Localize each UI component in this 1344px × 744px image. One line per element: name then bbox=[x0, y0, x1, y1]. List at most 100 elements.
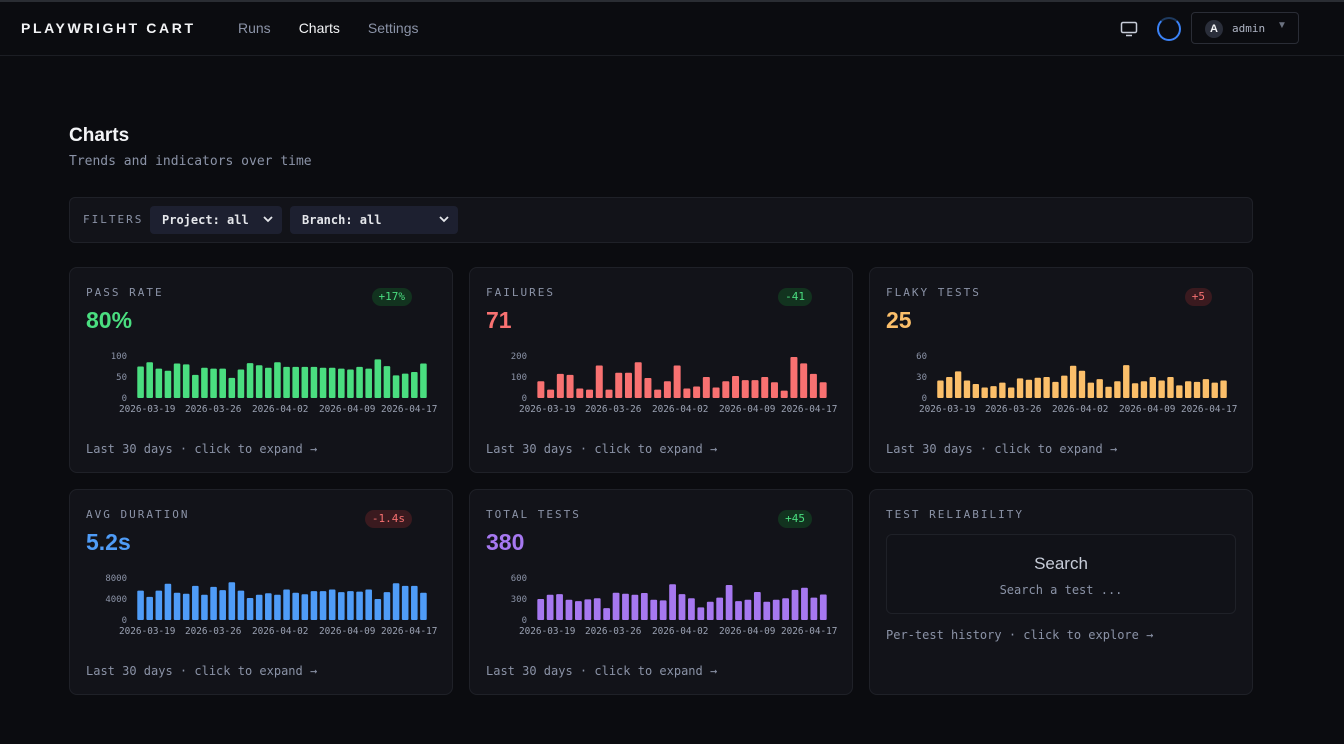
chart-bar bbox=[663, 381, 671, 398]
chart-bar bbox=[1220, 380, 1227, 398]
y-tick-label: 0 bbox=[122, 616, 127, 626]
branch-select-value: Branch: all bbox=[302, 213, 382, 227]
card-value: 5.2s bbox=[86, 529, 131, 555]
card-footer-link[interactable]: Last 30 days · click to expand → bbox=[886, 442, 1118, 456]
chart-bar bbox=[659, 600, 667, 620]
chart-bar bbox=[595, 365, 603, 398]
test-search-box[interactable]: Search Search a test ... bbox=[886, 534, 1236, 614]
chart-bar bbox=[732, 375, 740, 398]
chart-bar bbox=[981, 387, 988, 398]
chart-bar bbox=[697, 607, 705, 620]
brand-logo[interactable]: PLAYWRIGHT CART bbox=[21, 20, 196, 36]
chart-bar bbox=[137, 366, 144, 398]
chart-bar bbox=[155, 368, 163, 398]
card-value: 71 bbox=[486, 307, 512, 333]
chart-bar bbox=[283, 366, 290, 398]
card-footer-link[interactable]: Last 30 days · click to expand → bbox=[86, 664, 318, 678]
nav-charts[interactable]: Charts bbox=[298, 20, 340, 36]
chart-bar bbox=[228, 377, 236, 398]
card-footer-link[interactable]: Last 30 days · click to expand → bbox=[86, 442, 318, 456]
chart-bar bbox=[155, 590, 163, 620]
chart-bar bbox=[801, 587, 808, 620]
chart-bar bbox=[791, 589, 799, 620]
chart-bar bbox=[1211, 382, 1218, 398]
pass-rate-card[interactable]: PASS RATE 80% +17% Last 30 days · click to … bbox=[69, 267, 453, 473]
chart-bar bbox=[1025, 379, 1033, 398]
chart-bar bbox=[1149, 377, 1156, 398]
x-tick-label: 2026-04-17 bbox=[781, 626, 837, 637]
chart-bar bbox=[255, 594, 263, 620]
y-tick-label: 0 bbox=[522, 616, 527, 626]
x-tick-label: 2026-04-09 bbox=[1119, 404, 1176, 415]
chart-bar bbox=[246, 363, 254, 398]
x-tick-label: 2026-04-17 bbox=[781, 404, 837, 415]
chart-bar bbox=[706, 601, 714, 620]
x-tick-label: 2026-04-02 bbox=[252, 626, 308, 637]
chart-bar bbox=[365, 589, 372, 620]
x-tick-label: 2026-04-02 bbox=[252, 404, 308, 415]
chart-bar bbox=[374, 599, 382, 620]
page-title: Charts bbox=[69, 125, 130, 146]
chart-bar bbox=[537, 599, 545, 620]
trend-badge: +17% bbox=[371, 288, 412, 306]
x-tick-label: 2026-04-17 bbox=[381, 626, 437, 637]
chart-bar bbox=[1176, 385, 1183, 398]
chart-bar bbox=[201, 367, 208, 398]
chart-bar bbox=[605, 389, 613, 398]
chart-bar bbox=[761, 377, 769, 398]
chart-bar bbox=[146, 362, 153, 398]
chart-bar bbox=[411, 371, 418, 398]
x-tick-label: 2026-03-19 bbox=[119, 404, 176, 415]
window-top-edge bbox=[0, 0, 1344, 2]
chart-bar bbox=[1052, 381, 1059, 398]
chart-bar bbox=[972, 384, 979, 398]
chart-bar bbox=[744, 599, 752, 620]
chart-bar bbox=[310, 591, 318, 621]
chart-bar bbox=[374, 359, 382, 398]
chart-bar bbox=[182, 364, 190, 398]
branch-select[interactable]: Branch: all bbox=[290, 206, 458, 234]
chevron-down-icon: ▼ bbox=[1277, 20, 1287, 31]
chart-bar bbox=[338, 592, 345, 620]
flaky-tests-card[interactable]: FLAKY TESTS 25 +5 Last 30 days · click to e… bbox=[869, 267, 1253, 473]
chart-bar bbox=[1140, 381, 1148, 398]
chart-bar bbox=[265, 593, 272, 620]
y-tick-label: 0 bbox=[122, 394, 127, 404]
card-footer-link[interactable]: Per-test history · click to explore → bbox=[886, 628, 1154, 642]
card-value: 380 bbox=[486, 529, 525, 555]
chart-bar bbox=[328, 367, 336, 398]
total-tests-card[interactable]: TOTAL TESTS 380 +45 Last 30 days · click to… bbox=[469, 489, 853, 695]
x-tick-label: 2026-04-02 bbox=[1052, 404, 1108, 415]
test-reliability-card[interactable]: TEST RELIABILITY Search Search a test ..… bbox=[869, 489, 1253, 695]
chart-bar bbox=[411, 585, 418, 621]
card-footer-link[interactable]: Last 30 days · click to expand → bbox=[486, 442, 718, 456]
y-tick-label: 600 bbox=[511, 574, 527, 584]
card-title: FLAKY TESTS bbox=[886, 286, 981, 299]
chart-bar bbox=[173, 592, 181, 620]
card-value: 25 bbox=[886, 307, 912, 333]
nav-runs[interactable]: Runs bbox=[238, 20, 271, 36]
chart-bar bbox=[319, 591, 327, 621]
chart-bar bbox=[963, 380, 971, 398]
chart-bar bbox=[392, 583, 400, 620]
monitor-icon[interactable] bbox=[1120, 21, 1138, 37]
y-tick-label: 100 bbox=[511, 373, 527, 383]
chart-bar bbox=[576, 388, 584, 398]
avg-duration-card[interactable]: AVG DURATION 5.2s -1.4s Last 30 days · clic… bbox=[69, 489, 453, 695]
failures-card[interactable]: FAILURES 71 -41 Last 30 days · click to exp… bbox=[469, 267, 853, 473]
page-subtitle: Trends and indicators over time bbox=[69, 154, 312, 169]
card-footer-link[interactable]: Last 30 days · click to expand → bbox=[486, 664, 718, 678]
x-tick-label: 2026-03-26 bbox=[585, 626, 642, 637]
user-menu[interactable]: A admin ▼ bbox=[1191, 12, 1299, 44]
chart-bar bbox=[1008, 387, 1015, 398]
project-select[interactable]: Project: all bbox=[150, 206, 282, 234]
main-nav: Runs Charts Settings bbox=[238, 20, 419, 36]
nav-settings[interactable]: Settings bbox=[367, 20, 419, 36]
trend-badge: +45 bbox=[778, 510, 812, 528]
chart-bar bbox=[265, 367, 272, 398]
chart-bar bbox=[763, 601, 771, 620]
chart-bar bbox=[612, 592, 620, 620]
chart-bar bbox=[716, 597, 724, 620]
chart-bar bbox=[1016, 378, 1024, 398]
